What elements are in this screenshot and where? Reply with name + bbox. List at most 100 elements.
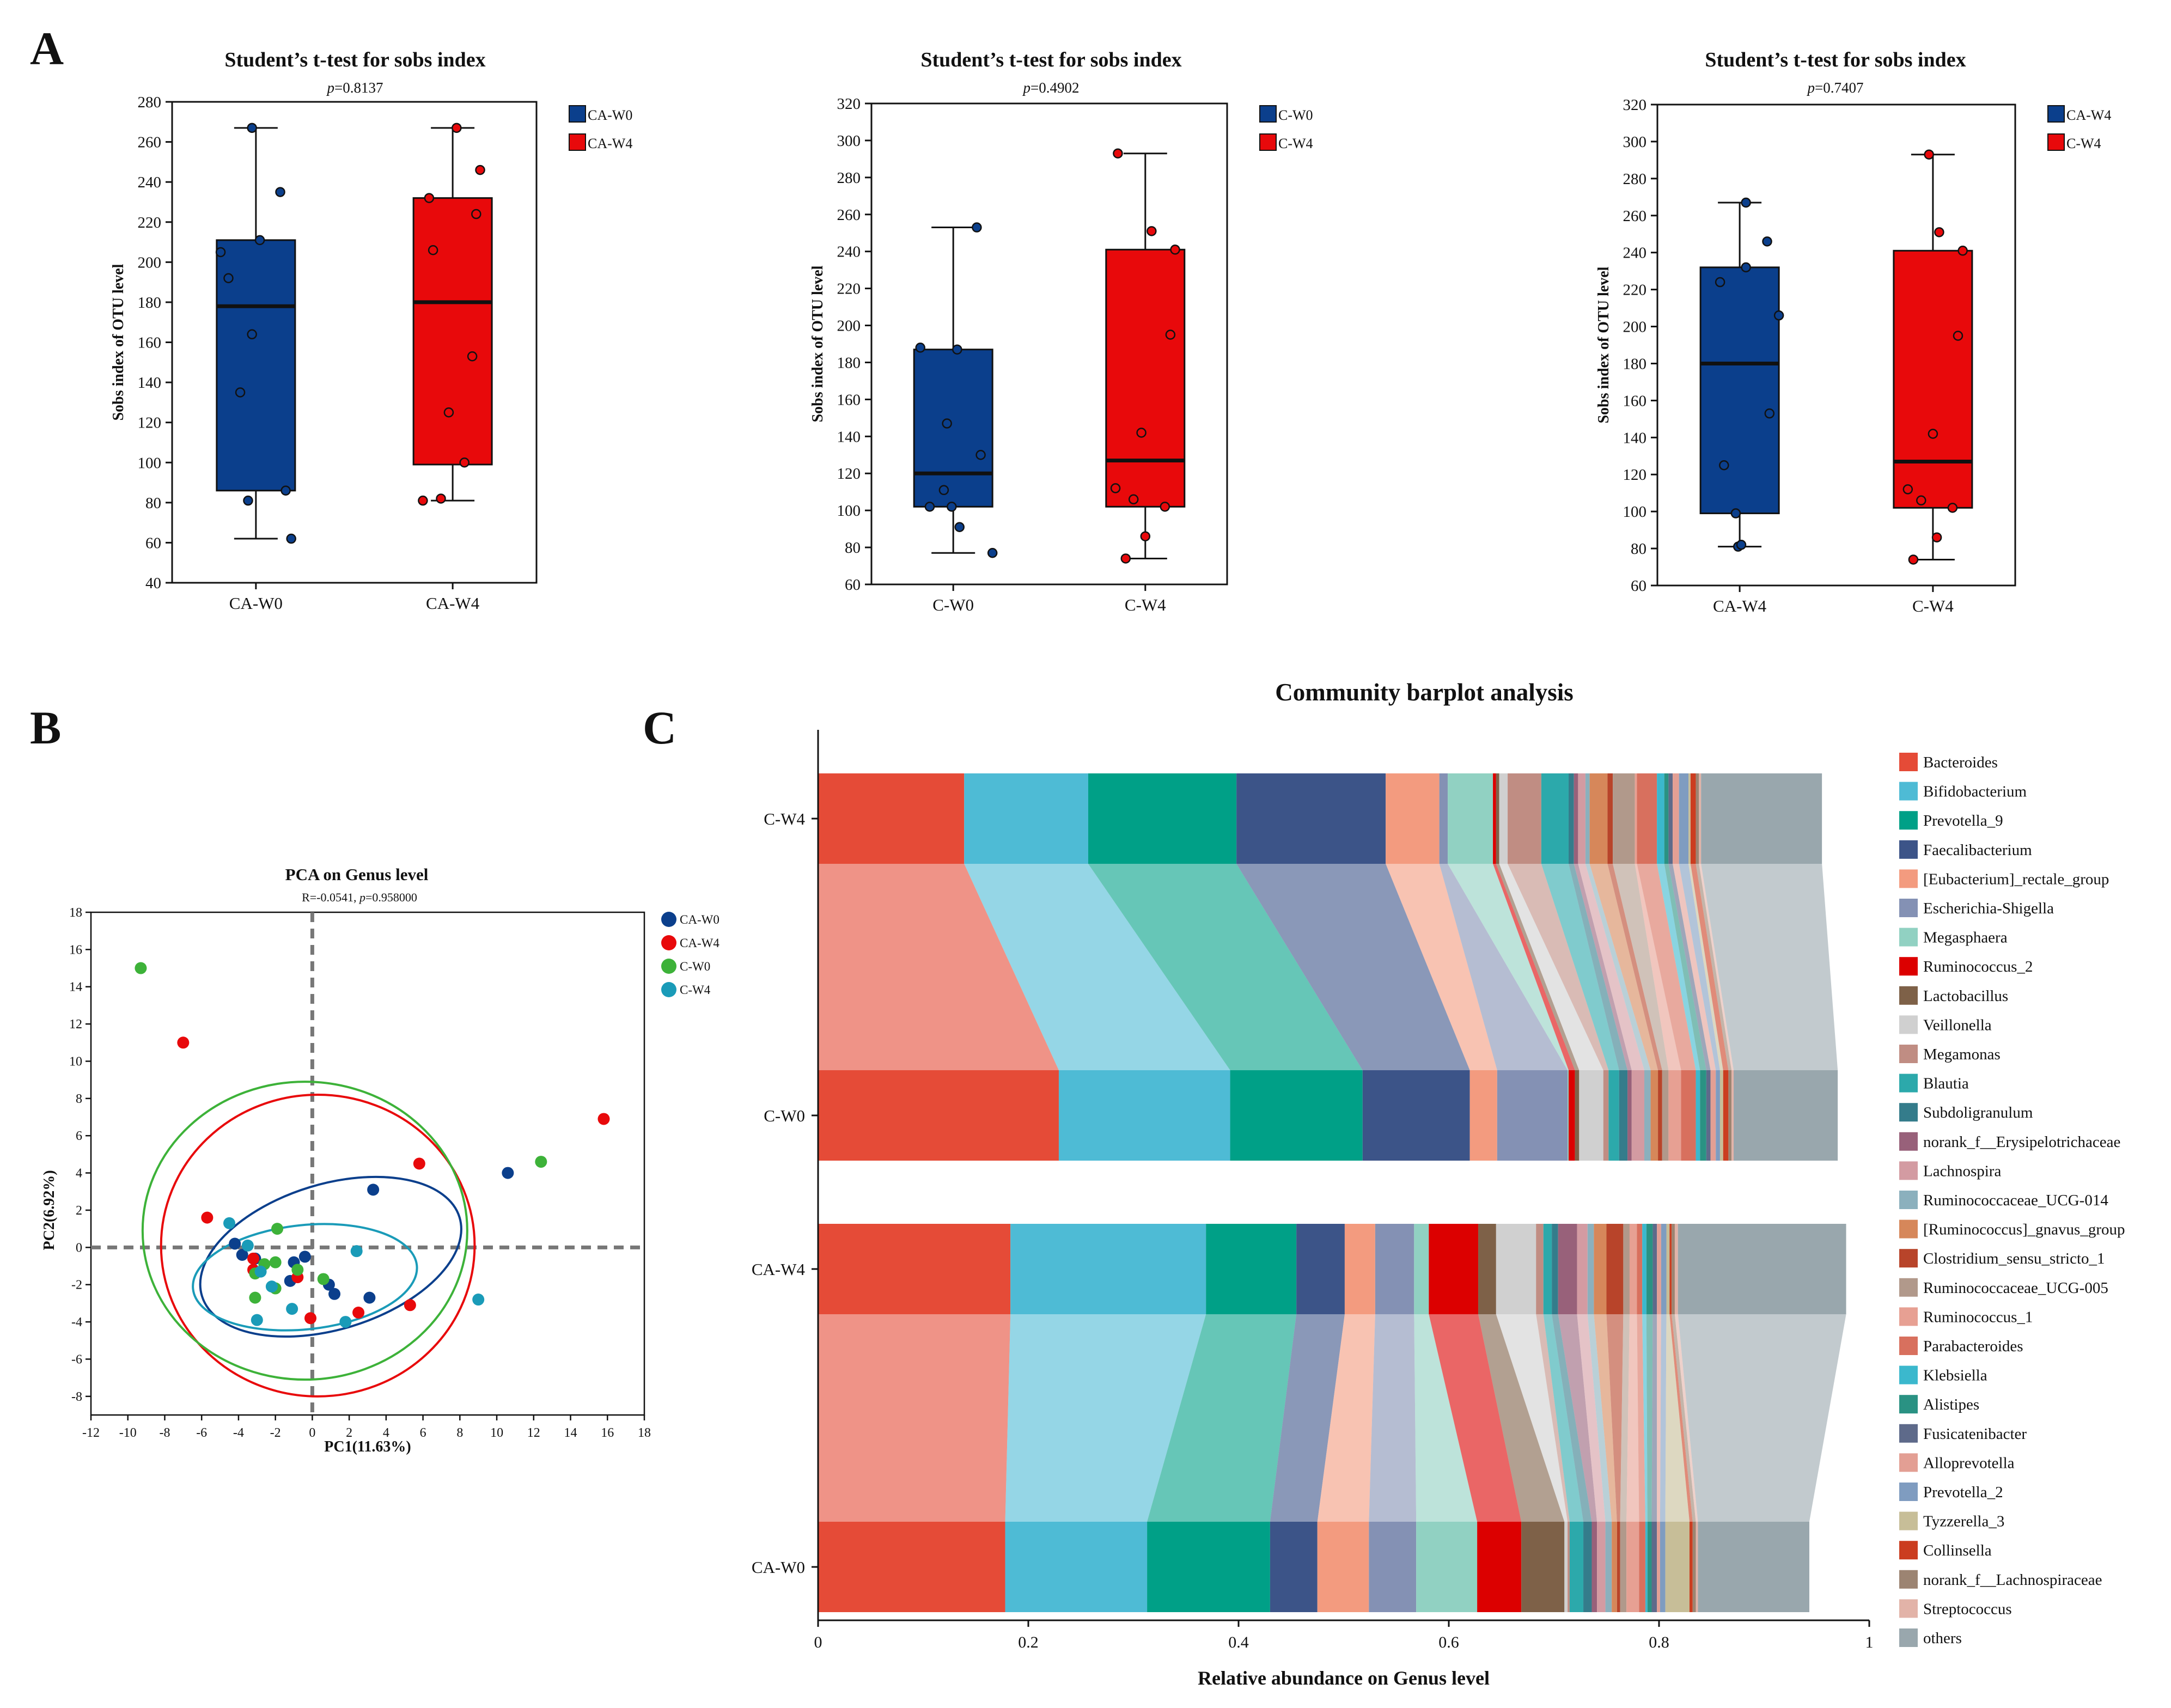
bar-segment-ruminococcus-gnavus-group — [1650, 1070, 1658, 1161]
legend-swatch-ruminococcus-gnavus-group — [1899, 1219, 1918, 1239]
flow-band-klebsiella — [1642, 1314, 1648, 1522]
flow-band-subdoligranulum — [1569, 864, 1628, 1070]
data-point-ca-w0 — [223, 273, 234, 284]
y-tick-label: -8 — [71, 1390, 82, 1404]
bar-segment-norank-f-erysipelotrichaceae — [1627, 1070, 1632, 1161]
bar-segment-prevotella-9 — [1230, 1070, 1363, 1161]
y-tick-label: 100 — [837, 502, 861, 520]
flow-band-lactobacillus — [1478, 1314, 1565, 1522]
data-point-c-w4 — [1916, 495, 1926, 506]
data-point-ca-w4 — [1764, 408, 1775, 419]
data-point-c-w4 — [1113, 148, 1123, 158]
bar-segment-escherichia-shigella — [1439, 773, 1448, 864]
flow-band-others — [1701, 864, 1838, 1070]
x-tick-label: 0.8 — [1649, 1633, 1669, 1651]
data-point-ca-w0 — [254, 235, 265, 246]
data-point-c-w0 — [954, 522, 965, 532]
x-tick-label: 1 — [1865, 1633, 1874, 1651]
bar-segment-clostridium-sensu-stricto-1 — [1617, 1522, 1620, 1612]
legend-label-prevotella-2: Prevotella_2 — [1923, 1484, 2003, 1501]
pca-subtitle-r: R=-0.0541, — [302, 890, 359, 904]
flow-band-veillonella — [1499, 864, 1603, 1070]
legend-label-c-w4: C-W4 — [1278, 136, 1313, 151]
flow-band-tyzzerella-3 — [1688, 864, 1723, 1070]
data-point-c-w4 — [1908, 554, 1919, 565]
bar-segment-streptococcus — [1674, 1224, 1678, 1314]
data-point-ca-w4 — [1715, 277, 1725, 288]
bar-segment-bacteroides — [818, 773, 965, 864]
y-tick-label: 180 — [138, 294, 162, 312]
bar-segment-megasphaera — [1414, 1224, 1429, 1314]
legend-label-alistipes: Alistipes — [1923, 1396, 1979, 1413]
bar-segment-ruminococcaceae-ucg-014 — [1585, 773, 1590, 864]
pca-scatter-plot: PCA on Genus level R=-0.0541, p=0.958000 -… — [41, 865, 719, 1455]
bar-segment-streptococcus — [1696, 1522, 1698, 1612]
legend-marker-ca-w4 — [661, 935, 676, 950]
p-value-label: p — [1022, 80, 1031, 96]
flow-band-alloprevotella — [1673, 864, 1716, 1070]
bar-segment-parabacteroides — [1637, 773, 1657, 864]
y-axis-label: Sobs index of OTU level — [110, 264, 127, 420]
flow-band-ruminococcaceae-ucg-005 — [1613, 864, 1669, 1070]
p-value-label: p — [1807, 80, 1815, 96]
bar-segment-collinsella — [1690, 773, 1696, 864]
flow-band-prevotella-9 — [1088, 864, 1363, 1070]
bar-segment-ruminococcaceae-ucg-005 — [1662, 1070, 1669, 1161]
bar-segment-bifidobacterium — [1058, 1070, 1230, 1161]
flow-band-fusicatenibacter — [1668, 864, 1711, 1070]
panel-letter-b: B — [30, 701, 61, 754]
data-point-ca-w4 — [247, 1252, 260, 1265]
bar-segment-fusicatenibacter — [1668, 773, 1673, 864]
bar-segment-fusicatenibacter — [1706, 1070, 1711, 1161]
data-point-c-w4 — [251, 1314, 263, 1326]
data-point-c-w0 — [952, 344, 962, 355]
flow-band-ruminococcaceae-ucg-014 — [1585, 864, 1651, 1070]
data-point-c-w0 — [975, 450, 986, 460]
legend-swatch-streptococcus — [1899, 1599, 1918, 1618]
flow-band-bifidobacterium — [1005, 1314, 1206, 1522]
legend-swatch-alistipes — [1899, 1395, 1918, 1414]
bar-segment-fusicatenibacter — [1652, 1224, 1657, 1314]
bar-segment-subdoligranulum — [1619, 1070, 1628, 1161]
data-point-c-w4 — [1160, 502, 1170, 512]
flow-band-lachnospira — [1578, 864, 1644, 1070]
data-point-ca-w4 — [1762, 236, 1772, 247]
flow-band-megamonas — [1536, 1314, 1570, 1522]
confidence-ellipse-ca-w4 — [160, 1094, 476, 1398]
bar-segment-blautia — [1541, 773, 1569, 864]
data-point-c-w4 — [1928, 429, 1938, 439]
bar-segment-collinsella — [1689, 1522, 1693, 1612]
legend-label-megasphaera: Megasphaera — [1923, 929, 2008, 947]
y-tick-label: 300 — [837, 132, 861, 150]
confidence-ellipse-c-w0 — [141, 1081, 468, 1381]
legend-label-norank-f-erysipelotrichaceae: norank_f__Erysipelotrichaceae — [1923, 1133, 2120, 1151]
flow-band-tyzzerella-3 — [1665, 1314, 1690, 1522]
flow-band-streptococcus — [1699, 864, 1734, 1070]
bar-segment-lactobacillus — [1521, 1522, 1565, 1612]
flow-band-clostridium-sensu-stricto-1 — [1607, 864, 1662, 1070]
y-tick-label: 6 — [76, 1129, 82, 1143]
x-tick-label: 2 — [346, 1426, 352, 1440]
legend-swatch-eubacterium-rectale-group — [1899, 869, 1918, 888]
y-tick-label: 2 — [76, 1204, 82, 1218]
data-point-c-w0 — [924, 502, 935, 512]
y-tick-label: 200 — [837, 318, 861, 335]
y-tick-label: 260 — [1623, 208, 1647, 225]
bar-segment-veillonella — [1496, 1224, 1536, 1314]
y-tick-label: 100 — [138, 454, 162, 472]
y-tick-label: 80 — [145, 495, 161, 512]
legend-swatch-ruminococcus-1 — [1899, 1307, 1918, 1326]
data-point-ca-w4 — [452, 123, 462, 133]
legend-swatch-c-w0 — [1259, 105, 1277, 123]
bar-segment-escherichia-shigella — [1375, 1224, 1414, 1314]
flow-band-streptococcus — [1674, 1314, 1698, 1522]
bar-segment-ruminococcaceae-ucg-005 — [1623, 1224, 1630, 1314]
box-c-w0 — [913, 349, 993, 508]
x-tick-label: 0.2 — [1018, 1633, 1039, 1651]
bar-segment-ruminococcus-1 — [1626, 1522, 1639, 1612]
x-tick-label: -4 — [233, 1426, 244, 1440]
legend-label-ca-w0: CA-W0 — [680, 913, 719, 926]
bar-segment-alloprevotella — [1657, 1224, 1661, 1314]
flow-band-escherichia-shigella — [1439, 864, 1568, 1070]
bar-segment-norank-f-lachnospiraceae — [1696, 773, 1699, 864]
